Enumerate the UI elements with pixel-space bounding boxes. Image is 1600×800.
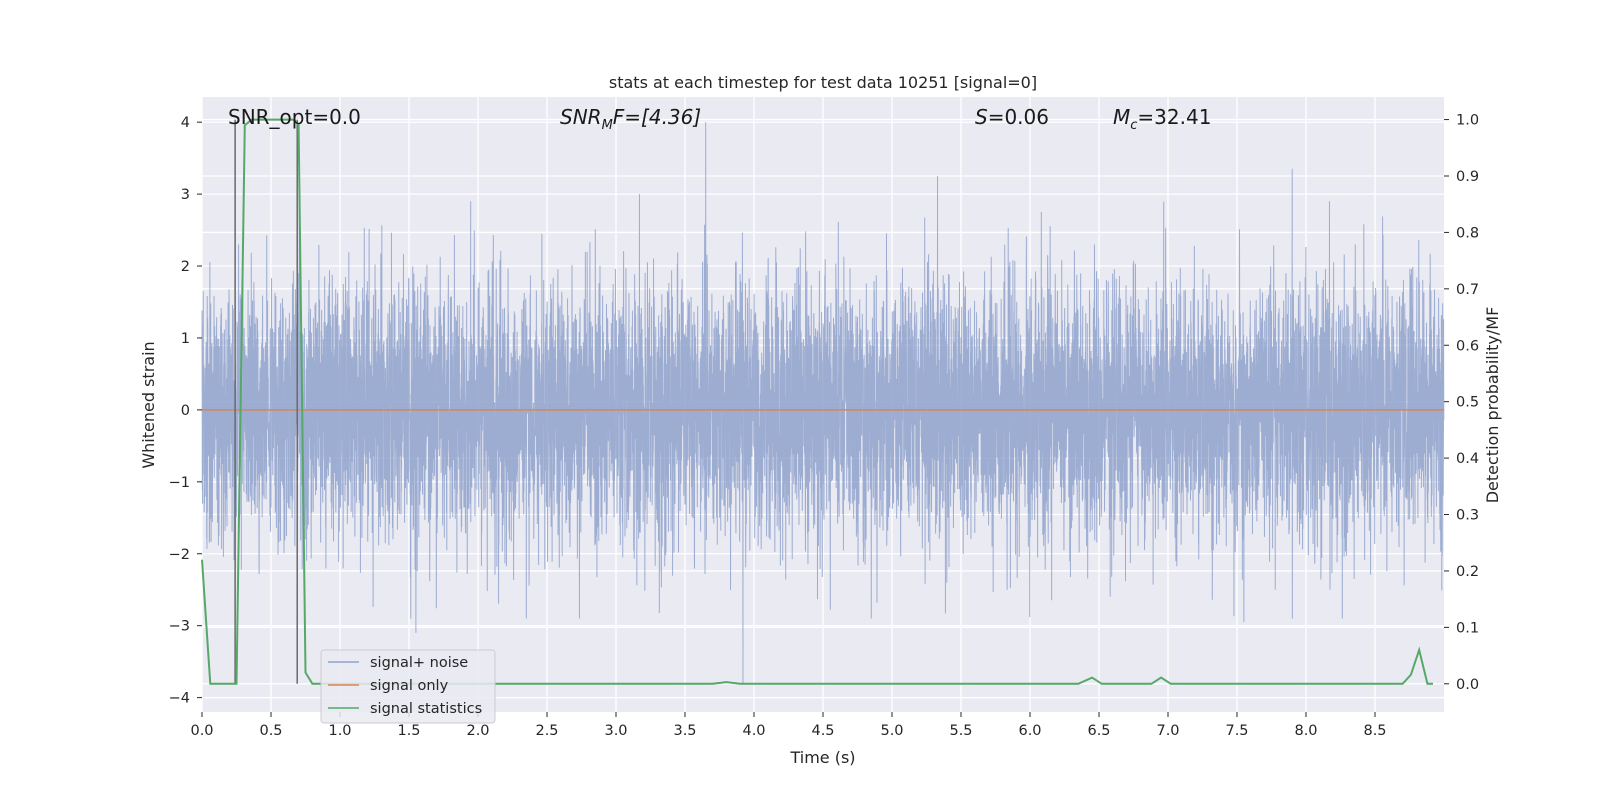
x-tick-label: 6.0 xyxy=(1018,723,1041,739)
y-right-tick-label: 0.0 xyxy=(1456,677,1479,693)
x-tick-label: 7.0 xyxy=(1156,723,1179,739)
y-right-tick-label: 0.1 xyxy=(1456,620,1479,636)
x-tick-label: 0.5 xyxy=(259,723,282,739)
y-tick-label: 4 xyxy=(181,115,190,131)
y-right-tick-label: 0.9 xyxy=(1456,169,1479,185)
x-tick-label: 7.5 xyxy=(1225,723,1248,739)
snr-opt-annotation: SNR_opt=0.0 xyxy=(228,105,361,129)
y-right-tick-label: 1.0 xyxy=(1456,113,1479,129)
x-tick-label: 3.5 xyxy=(673,723,696,739)
y-tick-label: 1 xyxy=(181,331,190,347)
x-tick-label: 3.0 xyxy=(604,723,627,739)
y-tick-label: −2 xyxy=(169,547,190,563)
y-right-tick-label: 0.4 xyxy=(1456,451,1479,467)
mc-annotation: Mc=32.41 xyxy=(1113,105,1211,133)
x-axis-ticks: 0.0 0.5 1.0 1.5 2.0 2.5 3.0 3.5 4.0 4.5 5.0 5.5 6.0 6… xyxy=(190,712,1387,739)
legend-box xyxy=(320,649,496,724)
x-tick-label: 4.5 xyxy=(811,723,834,739)
x-tick-label: 2.5 xyxy=(535,723,558,739)
y-tick-label: −3 xyxy=(169,619,190,635)
y-right-tick-label: 0.6 xyxy=(1456,338,1479,354)
y-right-tick-label: 0.3 xyxy=(1456,508,1479,524)
signal-statistics-line xyxy=(201,118,1433,685)
y-tick-label: 3 xyxy=(181,187,190,203)
x-tick-label: 5.5 xyxy=(949,723,972,739)
x-tick-label: 1.5 xyxy=(397,723,420,739)
y-tick-label: −4 xyxy=(169,691,190,707)
y-tick-label: 2 xyxy=(181,259,190,275)
y-right-tick-label: 0.8 xyxy=(1456,225,1479,241)
y-tick-label: 0 xyxy=(181,403,190,419)
x-tick-label: 1.0 xyxy=(328,723,351,739)
y-axis-right-ticks: 1.0 0.9 0.8 0.7 0.6 0.5 0.4 0.3 0.2 0.1 0.0 xyxy=(1444,113,1479,693)
x-tick-label: 8.0 xyxy=(1294,723,1317,739)
x-axis-label: Time (s) xyxy=(789,748,855,767)
boundary-markers xyxy=(234,119,298,684)
x-tick-label: 0.0 xyxy=(190,723,213,739)
x-tick-label: 6.5 xyxy=(1087,723,1110,739)
legend-label-signal: signal only xyxy=(370,678,449,694)
snr-mf-annotation: SNRMF=[4.36] xyxy=(560,105,701,133)
chart-title: stats at each timestep for test data 102… xyxy=(609,73,1037,92)
x-tick-label: 5.0 xyxy=(880,723,903,739)
y-tick-label: −1 xyxy=(169,475,190,491)
y-axis-label: Whitened strain xyxy=(139,341,158,468)
legend-label-stats: signal statistics xyxy=(370,701,482,717)
legend-label-noise: signal+ noise xyxy=(370,655,468,671)
signal-statistics-series xyxy=(201,118,1433,685)
s-annotation: S=0.06 xyxy=(975,105,1049,129)
x-tick-label: 8.5 xyxy=(1363,723,1386,739)
noise-series xyxy=(201,122,1445,684)
legend: signal+ noise signal only signal statist… xyxy=(320,649,496,724)
y-right-tick-label: 0.2 xyxy=(1456,564,1479,580)
y-axis-right-label: Detection probability/MF xyxy=(1483,307,1502,504)
y-axis-ticks: 4 3 2 1 0 −1 −2 −3 −4 xyxy=(169,115,202,707)
y-right-tick-label: 0.7 xyxy=(1456,282,1479,298)
x-tick-label: 4.0 xyxy=(742,723,765,739)
y-right-tick-label: 0.5 xyxy=(1456,395,1479,411)
noise-trace xyxy=(201,122,1445,684)
x-tick-label: 2.0 xyxy=(466,723,489,739)
